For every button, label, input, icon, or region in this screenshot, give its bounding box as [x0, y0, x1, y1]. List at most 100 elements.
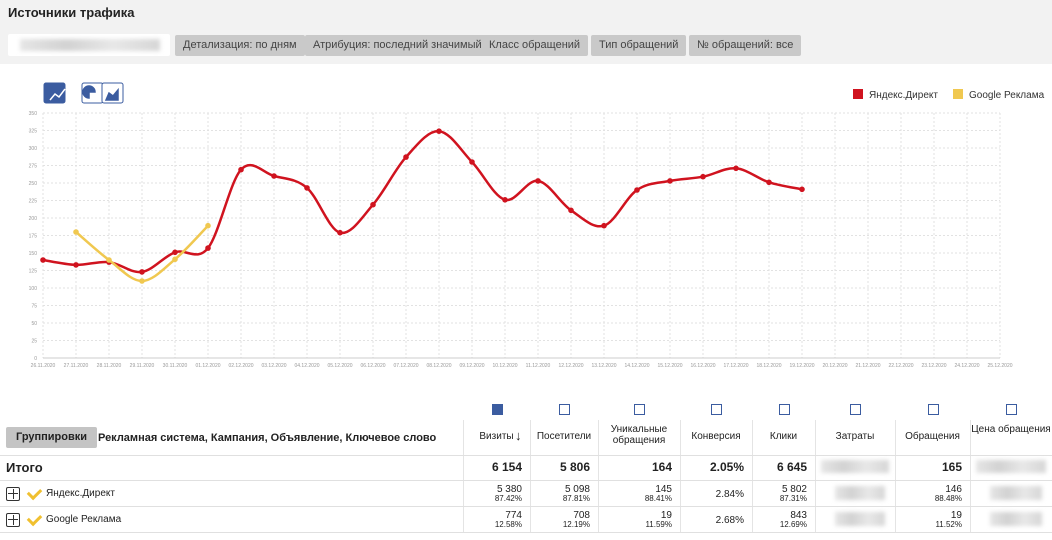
date-input[interactable]: [8, 34, 170, 56]
x-tick-label: 08.12.2020: [426, 363, 451, 369]
filter-button[interactable]: Класс обращений: [481, 35, 589, 56]
row-share: 12.69%: [779, 520, 807, 529]
data-point: [73, 262, 79, 268]
row-share: 11.59%: [645, 520, 672, 529]
x-tick-label: 10.12.2020: [492, 363, 517, 369]
column-chart-icon[interactable]: [711, 404, 722, 415]
row-cell: 5 380: [496, 484, 522, 495]
legend-swatch: [953, 89, 963, 99]
row-cell: 708: [573, 510, 590, 521]
data-point: [271, 173, 277, 179]
column-header: Уникальные обращения: [610, 424, 668, 446]
blurred-cell: [976, 460, 1046, 473]
x-tick-label: 18.12.2020: [756, 363, 781, 369]
x-tick-label: 12.12.2020: [558, 363, 583, 369]
column-chart-icon[interactable]: [850, 404, 861, 415]
checkbox-icon[interactable]: [26, 510, 43, 527]
y-tick-label: 250: [29, 181, 38, 187]
x-tick-label: 22.12.2020: [888, 363, 913, 369]
y-tick-label: 350: [29, 111, 38, 117]
x-tick-label: 19.12.2020: [789, 363, 814, 369]
y-tick-label: 50: [31, 321, 37, 327]
column-divider: [530, 420, 531, 532]
data-point: [73, 229, 79, 235]
column-chart-icon[interactable]: [778, 404, 790, 415]
row-share: 12.58%: [494, 520, 522, 529]
header-bar: Источники трафика Детализация: по дням Ат…: [0, 0, 1052, 64]
x-tick-label: 17.12.2020: [723, 363, 748, 369]
legend-label: Яндекс.Директ: [869, 90, 938, 101]
x-tick-label: 07.12.2020: [393, 363, 418, 369]
row-cell: 774: [505, 510, 522, 521]
row-share: 88.48%: [934, 494, 962, 503]
data-point: [238, 166, 244, 173]
data-point: [799, 186, 805, 193]
row-share: 87.81%: [562, 494, 590, 503]
total-cell: 6 154: [491, 460, 522, 474]
x-tick-label: 26.11.2020: [31, 363, 56, 369]
total-cell: 5 806: [559, 460, 590, 474]
data-point: [766, 179, 772, 186]
x-tick-label: 25.12.2020: [987, 363, 1012, 369]
data-point: [700, 173, 706, 180]
expand-button[interactable]: [6, 513, 20, 527]
blurred-cell: [990, 486, 1042, 500]
y-tick-label: 100: [29, 286, 38, 292]
data-point: [205, 245, 211, 251]
column-divider: [680, 420, 681, 532]
y-tick-label: 25: [31, 339, 37, 345]
blurred-cell: [990, 512, 1042, 526]
filter-button[interactable]: Тип обращений: [591, 35, 687, 56]
x-tick-label: 20.12.2020: [822, 363, 847, 369]
column-header: Конверсия: [691, 431, 741, 442]
column-header: Цена обращения: [971, 424, 1051, 435]
data-point: [469, 159, 475, 165]
row-cell: 2.84%: [715, 489, 744, 500]
chart-type-icon: [49, 88, 66, 101]
y-tick-label: 275: [29, 164, 38, 170]
x-tick-label: 27.11.2020: [64, 363, 89, 369]
checkbox-icon[interactable]: [26, 484, 43, 501]
column-header: Клики: [769, 431, 798, 442]
row-cell: 19: [950, 510, 962, 521]
row-cell: 5 802: [781, 484, 807, 495]
filter-button[interactable]: № обращений: все: [689, 35, 802, 56]
filter-button[interactable]: Детализация: по дням: [175, 35, 305, 56]
column-chart-icon[interactable]: [927, 404, 939, 415]
expand-plus: [12, 489, 14, 499]
sort-indicator[interactable]: ↓: [515, 428, 522, 443]
legend-label: Google Реклама: [969, 90, 1045, 101]
column-chart-icon[interactable]: [491, 404, 503, 415]
x-tick-label: 23.12.2020: [921, 363, 946, 369]
column-header: Визиты: [479, 431, 514, 442]
y-tick-label: 0: [34, 356, 37, 362]
column-chart-icon[interactable]: [1006, 404, 1017, 415]
x-tick-label: 02.12.2020: [228, 363, 253, 369]
column-chart-icon[interactable]: [559, 404, 570, 415]
filter-button[interactable]: Атрибуция: последний значимый: [305, 35, 490, 56]
row-cell: 19: [660, 510, 672, 521]
data-point: [205, 222, 211, 229]
x-tick-label: 28.11.2020: [97, 363, 122, 369]
column-header: Затраты: [835, 431, 875, 442]
data-point: [568, 207, 574, 214]
x-tick-label: 11.12.2020: [526, 363, 551, 369]
column-divider: [598, 420, 599, 532]
row-cell: 843: [790, 510, 807, 521]
total-cell: 165: [941, 460, 962, 474]
column-chart-icon[interactable]: [634, 404, 645, 415]
group-button[interactable]: Группировки: [6, 427, 98, 448]
data-point: [172, 256, 178, 263]
expand-button[interactable]: [6, 487, 20, 501]
row-cell: 145: [655, 484, 672, 495]
data-point: [436, 128, 442, 134]
chart-type-button[interactable]: [43, 82, 66, 104]
page-title: Источники трафика: [8, 5, 135, 20]
x-tick-label: 05.12.2020: [327, 363, 352, 369]
x-tick-label: 04.12.2020: [294, 363, 319, 369]
chart: 0 25 50 75 100 125 150 175 200 225 250 275 300 325 350…: [28, 82, 1045, 369]
legend-swatch: [853, 89, 863, 99]
chart-type-icon: [104, 87, 119, 101]
x-tick-label: 03.12.2020: [261, 363, 286, 369]
data-point: [370, 201, 376, 208]
